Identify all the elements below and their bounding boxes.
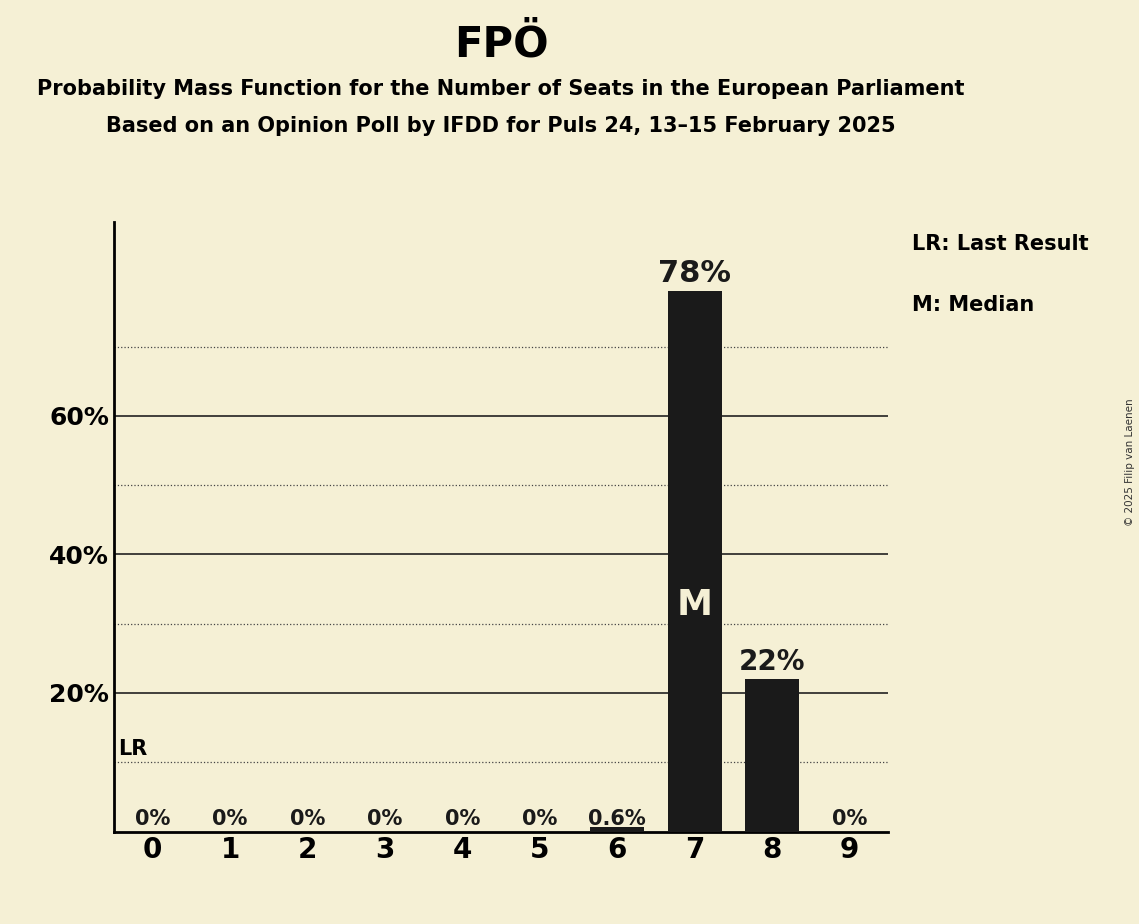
Text: 0%: 0%: [444, 808, 481, 829]
Text: 0%: 0%: [289, 808, 326, 829]
Text: © 2025 Filip van Laenen: © 2025 Filip van Laenen: [1125, 398, 1134, 526]
Text: 0%: 0%: [367, 808, 403, 829]
Text: 0%: 0%: [134, 808, 171, 829]
Text: M: Median: M: Median: [911, 295, 1034, 315]
Text: 0%: 0%: [212, 808, 248, 829]
Text: 78%: 78%: [658, 259, 731, 287]
Text: Based on an Opinion Poll by IFDD for Puls 24, 13–15 February 2025: Based on an Opinion Poll by IFDD for Pul…: [106, 116, 896, 136]
Text: M: M: [677, 588, 713, 622]
Text: 22%: 22%: [739, 648, 805, 675]
Text: Probability Mass Function for the Number of Seats in the European Parliament: Probability Mass Function for the Number…: [38, 79, 965, 99]
Text: 0%: 0%: [831, 808, 868, 829]
Bar: [590, 828, 645, 832]
Bar: [745, 679, 800, 832]
Text: 0%: 0%: [522, 808, 558, 829]
Text: LR: LR: [117, 739, 147, 759]
Bar: [667, 291, 722, 832]
Text: FPÖ: FPÖ: [453, 23, 549, 65]
Text: 0.6%: 0.6%: [589, 808, 646, 829]
Text: LR: Last Result: LR: Last Result: [911, 234, 1088, 254]
